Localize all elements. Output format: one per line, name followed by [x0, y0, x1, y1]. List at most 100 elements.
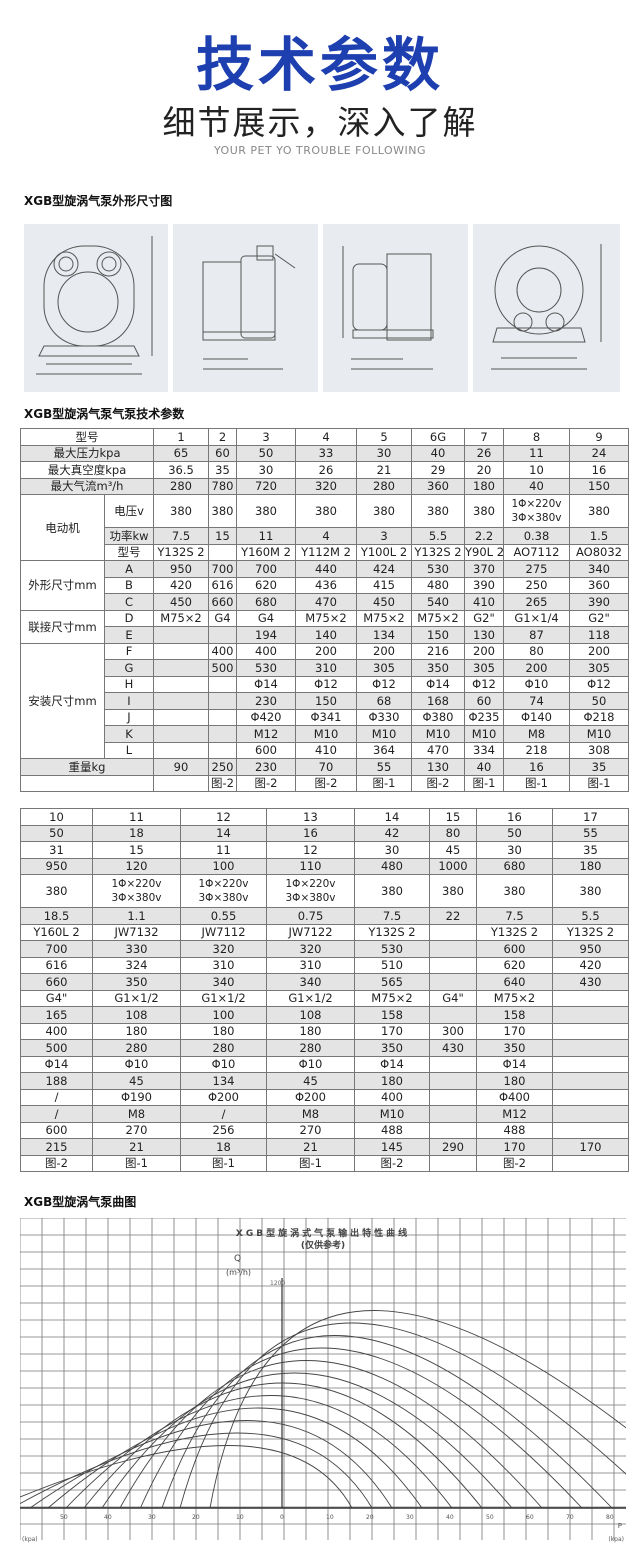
table-cell [208, 725, 237, 743]
table-cell: 180 [354, 1072, 430, 1090]
table-cell: 16 [569, 461, 629, 479]
table-cell: 130 [411, 758, 465, 776]
row-sub-label: B [104, 576, 154, 594]
table-cell: 150 [569, 477, 629, 495]
table-cell: Φ14 [411, 675, 465, 693]
table-cell: Y100L 2 [356, 543, 412, 561]
table-cell: 3 [356, 527, 412, 545]
table-cell: G4" [429, 989, 477, 1007]
table-cell: 488 [476, 1121, 553, 1139]
table-cell: 320 [295, 477, 357, 495]
table-cell: 380 [552, 874, 629, 908]
table-cell: 10 [503, 461, 570, 479]
table-cell: Φ330 [356, 708, 412, 726]
table-cell: 480 [411, 576, 465, 594]
table-cell [208, 675, 237, 693]
table-cell [153, 626, 209, 644]
table-cell: 230 [236, 692, 296, 710]
table-cell: / [20, 1088, 93, 1106]
table-cell: 45 [429, 841, 477, 859]
table-cell: 26 [295, 461, 357, 479]
table-cell: M12 [236, 725, 296, 743]
table-cell: 370 [464, 560, 504, 578]
table-cell: 30 [236, 461, 296, 479]
table-cell: Φ10 [180, 1055, 267, 1073]
table-cell: 图-2 [236, 774, 296, 792]
table-cell: 450 [153, 593, 209, 611]
row-group-label: 联接尺寸mm [20, 609, 105, 644]
table-cell: Φ380 [411, 708, 465, 726]
drawing-front-view-1 [24, 224, 168, 392]
table-cell: 410 [295, 741, 357, 759]
table-cell: 30 [354, 841, 430, 859]
table-cell: 60 [208, 444, 237, 462]
table-cell: 12 [180, 808, 267, 826]
table-cell: Φ12 [464, 675, 504, 693]
x-tick-label: 10 [326, 1514, 334, 1521]
table-cell: 5.5 [552, 907, 629, 925]
table-cell: 2.2 [464, 527, 504, 545]
row-label: 重量kg [20, 758, 154, 776]
tagline: YOUR PET YO TROUBLE FOLLOWING [213, 144, 427, 157]
table-cell: Y160L 2 [20, 923, 93, 941]
table-cell: 108 [266, 1006, 355, 1024]
row-group-label: 安装尺寸mm [20, 642, 105, 759]
table-cell: 50 [476, 824, 553, 842]
table-cell: 380 [295, 494, 357, 528]
table-cell: 134 [180, 1072, 267, 1090]
row-sub-label: H [104, 675, 154, 693]
table-cell: 380 [208, 494, 237, 528]
table-cell: 340 [266, 973, 355, 991]
table-cell: 1Φ×220v 3Φ×380v [180, 874, 267, 908]
table-cell: 11 [503, 444, 570, 462]
table-cell [153, 659, 209, 677]
table-row: L 600 410 364 470 334 218 308 [21, 741, 629, 759]
table-cell: 380 [476, 874, 553, 908]
table-cell: JW7122 [266, 923, 355, 941]
table-cell: 8 [503, 428, 570, 446]
performance-curve-chart: XGB型旋涡式气泵输出特性曲线 (仅供参考) Q (m³/h) 1200 (kp… [20, 1218, 626, 1548]
table-cell: 87 [503, 626, 570, 644]
table-cell: 530 [411, 560, 465, 578]
row-group-label: 电动机 [20, 494, 105, 561]
table-cell: 35 [569, 758, 629, 776]
table-cell: 250 [503, 576, 570, 594]
table-cell: 380 [20, 874, 93, 908]
table-cell: 200 [295, 642, 357, 660]
table-cell: 30 [476, 841, 553, 859]
performance-curve [20, 1445, 353, 1509]
performance-curve [20, 1432, 373, 1509]
row-group-label: 外形尺寸mm [20, 560, 105, 611]
table-cell: 180 [552, 857, 629, 875]
performance-curve [83, 1382, 483, 1509]
table-cell: 950 [552, 940, 629, 958]
table-cell: Y132S 2 [153, 543, 209, 561]
table-cell: 180 [180, 1022, 267, 1040]
table-cell [429, 973, 477, 991]
table-cell: 60 [464, 692, 504, 710]
table-cell: 350 [354, 1039, 430, 1057]
table-cell: 700 [208, 560, 237, 578]
table-cell: 188 [20, 1072, 93, 1090]
performance-curve [101, 1372, 513, 1509]
table-cell: M8 [503, 725, 570, 743]
table-cell: 10 [20, 808, 93, 826]
page-subtitle: 细节展示，深入了解 [162, 103, 478, 142]
table-cell [429, 1072, 477, 1090]
table-row: G 500 530 310 305 350 305 200 305 [21, 659, 629, 677]
table-cell: 380 [464, 494, 504, 528]
table-cell [429, 1105, 477, 1123]
table-cell: 600 [236, 741, 296, 759]
row-sub-label: D [104, 609, 154, 627]
table-row: 50 18 14 16 42 80 50 55 [20, 824, 629, 842]
table-cell: 350 [476, 1039, 553, 1057]
table-cell: 45 [266, 1072, 355, 1090]
table-cell: 360 [569, 576, 629, 594]
table-cell: 36.5 [153, 461, 209, 479]
table-row: G4" G1×1/2 G1×1/2 G1×1/2 M75×2 G4" M75×2 [20, 989, 629, 1007]
table-cell: Φ218 [569, 708, 629, 726]
spec-table-models-10-17: 10 11 12 13 14 15 16 17 50 18 14 16 42 80 50 55 31 15 11 12… [20, 808, 629, 1172]
table-cell: 616 [208, 576, 237, 594]
table-row: 950 120 100 110 480 1000 680 180 [20, 857, 629, 875]
table-cell: 150 [295, 692, 357, 710]
